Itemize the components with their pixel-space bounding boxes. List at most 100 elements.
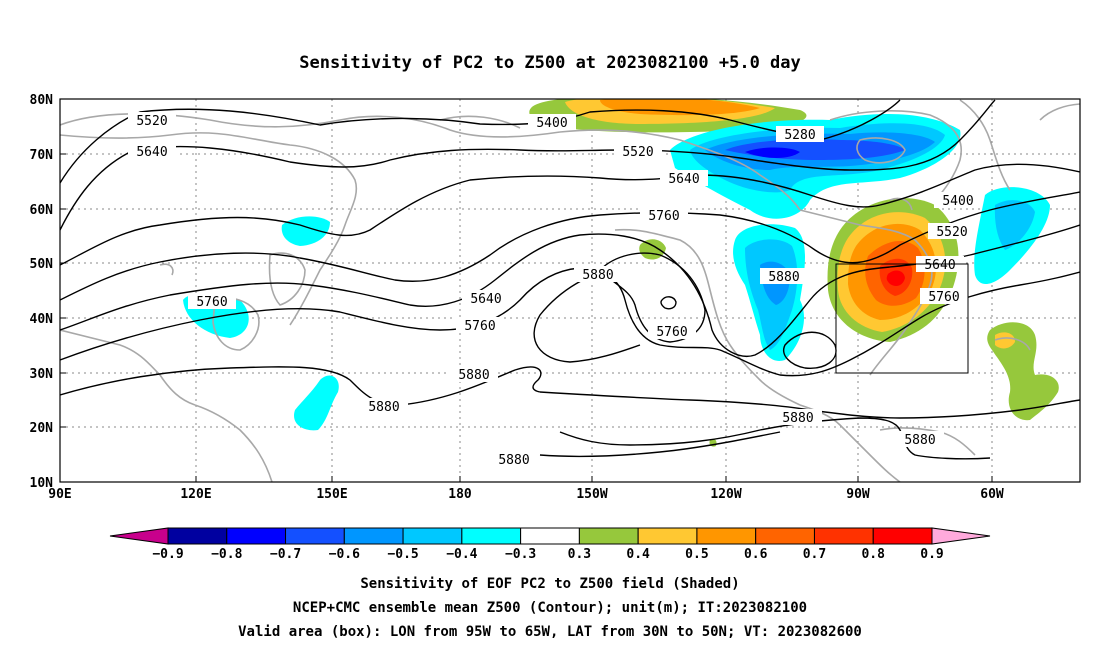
- colorbar-cell: [696, 527, 757, 545]
- colorbar-label: −0.6: [329, 547, 360, 562]
- colorbar-label: −0.7: [270, 547, 301, 562]
- contour-label-5760-low: 5760: [648, 323, 696, 340]
- contour-label-5880-central: 5880: [574, 266, 622, 283]
- svg-text:5520: 5520: [136, 114, 167, 129]
- svg-text:5880: 5880: [904, 433, 935, 448]
- valid-area-box: [835, 263, 969, 374]
- svg-text:5880: 5880: [782, 411, 813, 426]
- colorbar-label: 0.4: [626, 547, 650, 562]
- colorbar-labels: −0.9 −0.8 −0.7 −0.6 −0.5 −0.4 −0.3 0.3 0.4 0.5 0.6…: [152, 547, 943, 562]
- lat-label-60n: 60N: [30, 203, 54, 218]
- svg-text:5760: 5760: [656, 325, 687, 340]
- lon-label-180: 180: [448, 487, 472, 502]
- svg-text:5880: 5880: [582, 268, 613, 283]
- axis-ticks: [60, 98, 993, 483]
- contour-label-5280: 5280: [776, 126, 824, 143]
- svg-text:5880: 5880: [368, 400, 399, 415]
- colorbar-cell: [402, 527, 463, 545]
- svg-text:5760: 5760: [928, 290, 959, 305]
- contour-label-5640-pacific: 5640: [462, 290, 510, 307]
- contour-label-5640-central: 5640: [660, 170, 708, 187]
- colorbar-cell: [520, 527, 580, 545]
- colorbar-label: −0.5: [387, 547, 418, 562]
- svg-text:5760: 5760: [196, 295, 227, 310]
- figure-captions: Sensitivity of EOF PC2 to Z500 field (Sh…: [238, 576, 862, 640]
- caption-line-3: Valid area (box): LON from 95W to 65W, L…: [238, 624, 862, 640]
- lon-label-120e: 120E: [180, 487, 211, 502]
- contour-label-5760-pacific: 5760: [456, 317, 504, 334]
- svg-text:5760: 5760: [464, 319, 495, 334]
- colorbar-cell: [813, 527, 874, 545]
- lat-label-30n: 30N: [30, 367, 54, 382]
- lon-label-60w: 60W: [980, 487, 1004, 502]
- contour-label-5520-central: 5520: [614, 143, 662, 160]
- colorbar-label: 0.3: [568, 547, 591, 562]
- contour-label-5880-pacific-south: 5880: [360, 398, 408, 415]
- colorbar-cell: [285, 527, 345, 545]
- contour-label-5520-atlantic: 5520: [928, 223, 976, 240]
- contour-label-5880-caribbean: 5880: [896, 431, 944, 448]
- lat-label-40n: 40N: [30, 312, 54, 327]
- svg-text:5640: 5640: [668, 172, 699, 187]
- contour-label-5520-west: 5520: [128, 112, 176, 129]
- svg-text:5640: 5640: [924, 258, 955, 273]
- colorbar-label: 0.5: [685, 547, 708, 562]
- svg-text:5640: 5640: [470, 292, 501, 307]
- colorbar-cell: [343, 527, 404, 545]
- svg-text:5640: 5640: [136, 145, 167, 160]
- svg-text:5760: 5760: [648, 209, 679, 224]
- contour-label-5880-pacific-north: 5880: [450, 366, 498, 383]
- contour-label-5760-central: 5760: [640, 207, 688, 224]
- caption-line-2: NCEP+CMC ensemble mean Z500 (Contour); u…: [293, 600, 807, 616]
- colorbar-left-arrow: [109, 527, 169, 545]
- lat-label-50n: 50N: [30, 257, 54, 272]
- colorbar-right-arrow: [931, 527, 991, 545]
- colorbar-label: 0.8: [861, 547, 885, 562]
- lat-label-70n: 70N: [30, 148, 54, 163]
- colorbar-label: 0.6: [744, 547, 768, 562]
- contour-label-5640-west: 5640: [128, 143, 176, 160]
- colorbar-cell: [461, 527, 522, 545]
- colorbar-cell: [167, 527, 228, 545]
- contour-label-5760-atlantic: 5760: [920, 288, 968, 305]
- colorbar-label: 0.9: [920, 547, 943, 562]
- svg-text:5400: 5400: [942, 194, 973, 209]
- svg-text:5520: 5520: [936, 225, 967, 240]
- contour-label-5880-south: 5880: [490, 451, 538, 468]
- colorbar-label: −0.8: [211, 547, 242, 562]
- negative-sensitivity-north-atlantic: [974, 187, 1050, 285]
- lon-label-150e: 150E: [316, 487, 347, 502]
- colorbar-label: −0.9: [152, 547, 183, 562]
- contour-label-5400-atlantic: 5400: [934, 192, 982, 209]
- caption-line-1: Sensitivity of EOF PC2 to Z500 field (Sh…: [360, 576, 739, 592]
- lat-label-20n: 20N: [30, 421, 54, 436]
- lon-label-90e: 90E: [48, 487, 71, 502]
- svg-text:5880: 5880: [768, 270, 799, 285]
- lon-label-90w: 90W: [846, 487, 870, 502]
- colorbar-cell: [637, 527, 698, 545]
- contour-label-5880-gulf: 5880: [774, 409, 822, 426]
- lon-label-150w: 150W: [576, 487, 607, 502]
- contour-labels: 5520 5640 5400 5280 5520 5640 5760 5880 …: [128, 112, 982, 468]
- svg-text:5880: 5880: [458, 368, 489, 383]
- lat-label-10n: 10N: [30, 476, 54, 491]
- colorbar-cell: [226, 527, 287, 545]
- colorbar-label: 0.7: [803, 547, 826, 562]
- colorbar-cell: [872, 527, 933, 545]
- svg-text:5400: 5400: [536, 116, 567, 131]
- colorbar-cell: [578, 527, 639, 545]
- svg-text:5280: 5280: [784, 128, 815, 143]
- colorbar-cell: [755, 527, 815, 545]
- map-frame: [59, 98, 1081, 483]
- figure-title: Sensitivity of PC2 to Z500 at 2023082100…: [299, 53, 801, 73]
- latitude-labels: 80N 70N 60N 50N 40N 30N 20N 10N: [30, 93, 54, 491]
- colorbar-cells: [167, 527, 933, 545]
- lat-label-80n: 80N: [30, 93, 54, 108]
- contour-label-5880-western-us: 5880: [760, 268, 808, 285]
- positive-sensitivity-eastern-us: [827, 198, 959, 342]
- lon-label-120w: 120W: [710, 487, 741, 502]
- longitude-labels: 90E 120E 150E 180 150W 120W 90W 60W: [48, 487, 1004, 502]
- contour-label-5400-arctic: 5400: [528, 114, 576, 131]
- svg-text:5520: 5520: [622, 145, 653, 160]
